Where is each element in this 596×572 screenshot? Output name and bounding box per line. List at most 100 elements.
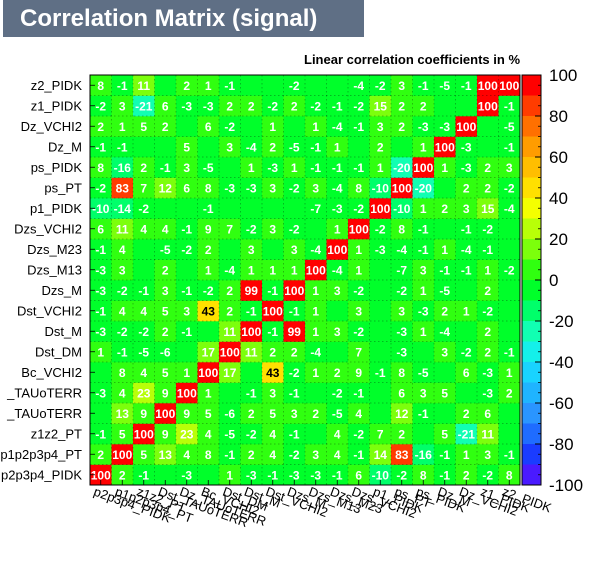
cell-value-label: -1 — [117, 140, 128, 154]
heatmap-cell — [262, 362, 284, 383]
cell-value-label: 8 — [97, 161, 104, 175]
cell-value-label: 1 — [269, 120, 276, 134]
heatmap-cell — [176, 403, 198, 424]
cell-value-label: -2 — [482, 468, 493, 482]
heatmap-cell — [477, 198, 499, 219]
y-tick-label: Dzs_M23 — [27, 242, 82, 257]
cell-value-label: -2 — [95, 99, 106, 113]
heatmap-cell — [133, 403, 155, 424]
heatmap-cell — [348, 362, 370, 383]
cell-value-label: -21 — [135, 99, 153, 113]
cell-value-label: 1 — [506, 366, 513, 380]
heatmap-cell — [240, 341, 263, 363]
heatmap-cell — [197, 403, 220, 424]
cell-value-label: 100 — [478, 79, 498, 93]
cell-value-label: -2 — [117, 325, 128, 339]
heatmap-cell — [133, 218, 155, 240]
heatmap-cell — [477, 218, 499, 240]
cell-value-label: 11 — [481, 427, 494, 441]
heatmap-cell — [154, 321, 177, 342]
cell-value-label: -5 — [418, 366, 429, 380]
heatmap-cells: 100 2 -1 -3 1 -3 -1 -3 -3 -1 6 -10 -2 8 -1 2 -2 82 100 5 13 4… — [90, 75, 521, 486]
cell-value-label: 1 — [484, 263, 491, 277]
heatmap-cell — [326, 403, 349, 424]
cell-value-label: 2 — [377, 140, 384, 154]
heatmap-cell — [348, 403, 370, 424]
heatmap-cell — [197, 95, 220, 117]
cell-value-label: 8 — [398, 366, 405, 380]
heatmap-cell — [477, 116, 499, 137]
cell-value-label: -1 — [224, 79, 235, 93]
heatmap-cell — [391, 423, 413, 445]
heatmap-cell — [477, 382, 499, 404]
heatmap-cell — [305, 444, 327, 465]
heatmap-cell — [283, 198, 306, 219]
colorbar-tick-label: -60 — [549, 394, 574, 413]
colorbar-segment — [522, 464, 541, 486]
cell-value-label: -1 — [117, 345, 128, 359]
heatmap-cell — [434, 382, 456, 404]
heatmap-cell — [283, 177, 306, 199]
heatmap-cell — [412, 136, 435, 158]
heatmap-cell — [262, 444, 284, 465]
heatmap-cell — [348, 444, 370, 465]
heatmap-cell — [477, 362, 499, 383]
cell-value-label: 2 — [119, 468, 126, 482]
cell-value-label: 1 — [205, 79, 212, 93]
heatmap-cell — [498, 464, 521, 486]
cell-value-label: 3 — [183, 304, 190, 318]
heatmap-cell — [176, 382, 198, 404]
cell-value-label: 3 — [226, 140, 233, 154]
cell-value-label: 1 — [97, 345, 104, 359]
heatmap-cell — [240, 403, 263, 424]
cell-value-label: 5 — [162, 304, 169, 318]
heatmap-cell — [90, 464, 112, 486]
heatmap-cell — [219, 300, 241, 322]
heatmap-cell — [477, 136, 499, 158]
cell-value-label: -1 — [95, 243, 106, 257]
cell-value-label: 3 — [441, 345, 448, 359]
heatmap-cell — [326, 259, 349, 281]
cell-value-label: 2 — [269, 345, 276, 359]
colorbar-tick-label: -80 — [549, 435, 574, 454]
cell-value-label: -1 — [224, 448, 235, 462]
heatmap-cell — [219, 239, 241, 260]
heatmap-cell — [176, 464, 198, 486]
heatmap-cell — [455, 444, 478, 465]
heatmap-cell — [412, 444, 435, 465]
y-tick-label: Dst_VCHI2 — [17, 303, 82, 318]
heatmap-cell — [412, 157, 435, 178]
heatmap-cell — [262, 341, 284, 363]
heatmap-cell — [111, 321, 134, 342]
heatmap-cell — [455, 95, 478, 117]
colorbar-segment — [522, 218, 541, 240]
cell-value-label: -3 — [461, 161, 472, 175]
heatmap-cell — [348, 300, 370, 322]
heatmap-cell — [498, 259, 521, 281]
cell-value-label: -1 — [375, 366, 386, 380]
cell-value-label: -1 — [246, 386, 257, 400]
heatmap-cell — [133, 259, 155, 281]
colorbar-segment — [522, 259, 541, 281]
cell-value-label: 1 — [334, 140, 341, 154]
cell-value-label: 6 — [97, 222, 104, 236]
cell-value-label: 1 — [420, 202, 427, 216]
heatmap-cell — [219, 177, 241, 199]
heatmap-cell — [412, 116, 435, 137]
heatmap-cell — [391, 444, 413, 465]
heatmap-cell — [283, 239, 306, 260]
heatmap-cell — [477, 423, 499, 445]
heatmap-cell — [219, 341, 241, 363]
cell-value-label: -2 — [224, 120, 235, 134]
heatmap-cell — [176, 75, 198, 96]
heatmap-cell — [154, 177, 177, 199]
heatmap-cell — [369, 362, 392, 383]
cell-value-label: -2 — [375, 222, 386, 236]
y-tick-label: Dst_DM — [35, 344, 82, 359]
heatmap-cell — [219, 218, 241, 240]
cell-value-label: 3 — [269, 181, 276, 195]
heatmap-cell — [305, 239, 327, 260]
heatmap-cell — [240, 75, 263, 96]
heatmap-cell — [219, 95, 241, 117]
cell-value-label: 2 — [484, 161, 491, 175]
